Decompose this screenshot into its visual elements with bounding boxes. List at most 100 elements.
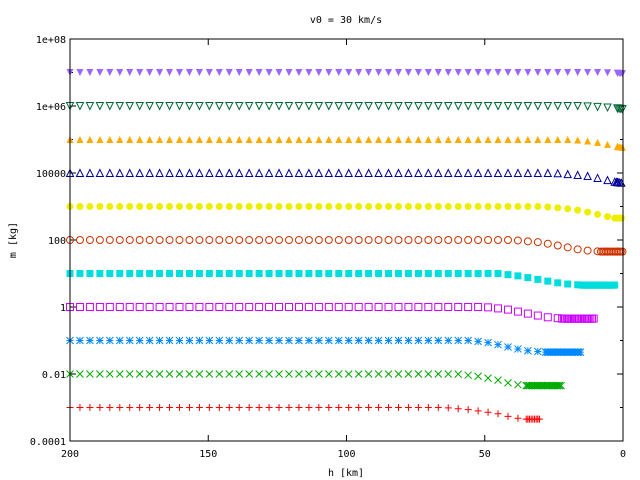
- data-point: [275, 303, 284, 311]
- data-point: [365, 270, 373, 277]
- series: [66, 336, 585, 356]
- series: [66, 203, 625, 222]
- data-point: [76, 336, 84, 345]
- data-point: [125, 102, 135, 111]
- data-point: [424, 404, 432, 411]
- data-point: [414, 168, 423, 177]
- data-point: [453, 102, 463, 111]
- x-tick-label: 0: [620, 449, 626, 460]
- data-point: [443, 168, 453, 177]
- data-point: [95, 236, 104, 244]
- data-point: [474, 303, 483, 311]
- data-point: [245, 69, 253, 76]
- data-point: [574, 281, 582, 289]
- data-point: [523, 102, 533, 111]
- data-point: [474, 407, 482, 415]
- data-point: [235, 203, 243, 210]
- data-point: [524, 136, 532, 143]
- data-point: [433, 102, 443, 111]
- data-point: [554, 136, 562, 143]
- data-point: [275, 236, 284, 244]
- data-point: [474, 270, 482, 277]
- data-point: [513, 236, 522, 245]
- data-point: [126, 69, 134, 76]
- data-point: [146, 136, 154, 143]
- data-point: [464, 336, 473, 345]
- data-point: [195, 270, 203, 277]
- data-point: [344, 168, 354, 177]
- data-point: [75, 168, 85, 177]
- data-point: [215, 270, 223, 277]
- data-point: [155, 336, 164, 345]
- data-point: [305, 203, 313, 210]
- data-point: [125, 336, 134, 345]
- data-point: [125, 303, 134, 311]
- data-point: [314, 370, 323, 378]
- data-point: [195, 370, 204, 378]
- data-point: [315, 404, 323, 411]
- data-point: [255, 236, 264, 244]
- data-point: [594, 138, 602, 146]
- data-point: [185, 136, 193, 143]
- data-point: [334, 168, 344, 177]
- data-point: [85, 168, 95, 177]
- data-point: [345, 136, 353, 143]
- data-point: [95, 168, 105, 177]
- data-point: [175, 303, 184, 311]
- data-point: [76, 203, 84, 210]
- data-point: [345, 270, 353, 277]
- series-layer: [65, 69, 627, 423]
- data-point: [195, 236, 204, 244]
- data-point: [115, 303, 124, 311]
- data-point: [115, 168, 125, 177]
- data-point: [611, 281, 619, 289]
- data-point: [265, 404, 273, 411]
- data-point: [563, 243, 572, 252]
- data-point: [245, 370, 254, 378]
- data-point: [464, 270, 472, 277]
- data-point: [255, 404, 263, 411]
- data-point: [618, 247, 627, 256]
- data-point: [513, 307, 522, 316]
- data-point: [434, 136, 442, 143]
- x-axis-label: h [km]: [328, 468, 364, 479]
- data-point: [225, 236, 234, 244]
- data-point: [535, 415, 543, 423]
- data-point: [454, 236, 463, 244]
- data-point: [464, 406, 472, 414]
- data-point: [533, 168, 543, 177]
- data-point: [75, 102, 85, 111]
- data-point: [126, 404, 134, 411]
- data-point: [414, 136, 422, 143]
- data-point: [404, 336, 413, 345]
- data-point: [483, 168, 493, 177]
- data-point: [166, 69, 174, 76]
- data-point: [106, 270, 114, 277]
- data-point: [434, 203, 442, 210]
- data-point: [324, 370, 333, 378]
- data-point: [166, 136, 174, 143]
- data-point: [294, 102, 304, 111]
- data-point: [205, 270, 213, 277]
- data-point: [584, 69, 592, 76]
- data-point: [394, 236, 403, 244]
- data-point: [394, 270, 402, 277]
- data-point: [364, 336, 373, 345]
- data-point: [424, 370, 433, 378]
- data-point: [215, 203, 223, 210]
- data-point: [394, 203, 402, 210]
- data-point: [165, 168, 174, 177]
- data-point: [295, 69, 303, 76]
- data-point: [534, 69, 542, 76]
- data-point: [96, 136, 104, 143]
- data-point: [583, 102, 592, 111]
- y-tick-label: 10000: [36, 169, 66, 180]
- data-point: [116, 270, 124, 277]
- data-point: [404, 236, 413, 244]
- data-point: [384, 168, 393, 177]
- data-point: [604, 213, 612, 221]
- data-point: [564, 69, 572, 76]
- data-point: [554, 69, 562, 76]
- data-point: [215, 136, 223, 143]
- data-point: [135, 236, 144, 244]
